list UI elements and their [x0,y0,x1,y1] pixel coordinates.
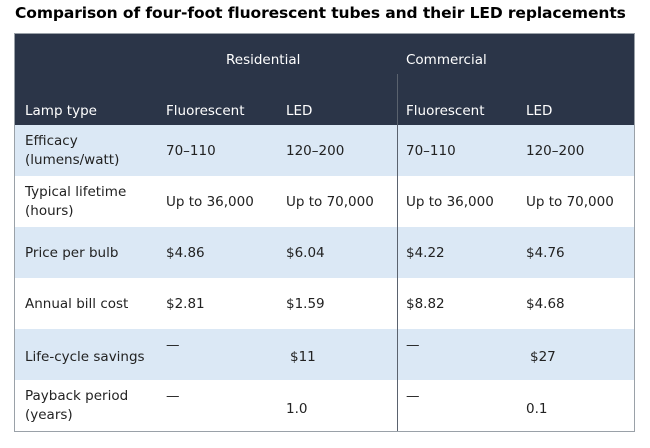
column-header-com-fluorescent: Fluorescent [406,103,485,119]
cell-res-fluorescent: — [166,388,180,404]
cell-com-led: $4.76 [526,245,565,261]
comparison-table: Residential Commercial Lamp type Fluores… [14,33,635,432]
cell-com-fluorescent: $4.22 [406,245,445,261]
row-label-line1: Payback period [25,388,129,404]
table-row-efficacy: Efficacy (lumens/watt) 70–110 120–200 70… [15,125,634,176]
row-label-line2: (lumens/watt) [25,152,120,168]
cell-com-fluorescent: — [406,388,420,404]
cell-res-led: $1.59 [286,296,325,312]
cell-res-fluorescent: Up to 36,000 [166,194,254,210]
cell-res-led: Up to 70,000 [286,194,374,210]
group-divider [397,74,398,431]
cell-com-led: $27 [530,349,556,365]
cell-res-led: 1.0 [286,401,308,417]
column-header-lamp-type: Lamp type [25,103,97,119]
cell-com-fluorescent: 70–110 [406,143,456,159]
table-row-payback-period: Payback period (years) — 1.0 — 0.1 [15,380,634,431]
table-row-price-per-bulb: Price per bulb $4.86 $6.04 $4.22 $4.76 [15,227,634,278]
cell-com-fluorescent: Up to 36,000 [406,194,494,210]
table-title: Comparison of four-foot fluorescent tube… [15,4,626,22]
row-label-line1: Efficacy [25,133,78,149]
cell-com-fluorescent: $8.82 [406,296,445,312]
column-header-com-led: LED [526,103,553,119]
cell-res-fluorescent: $4.86 [166,245,205,261]
column-header-res-fluorescent: Fluorescent [166,103,245,119]
row-label-line2: (years) [25,407,73,423]
cell-res-fluorescent: $2.81 [166,296,205,312]
cell-res-fluorescent: 70–110 [166,143,216,159]
cell-com-led: $4.68 [526,296,565,312]
cell-res-led: $11 [290,349,316,365]
table-header: Residential Commercial Lamp type Fluores… [15,34,634,125]
group-header-residential: Residential [226,52,301,68]
row-label-line1: Typical lifetime [25,184,127,200]
cell-com-led: Up to 70,000 [526,194,614,210]
cell-res-led: $6.04 [286,245,325,261]
row-label-line1: Annual bill cost [25,296,129,312]
row-label-line1: Life-cycle savings [25,349,145,365]
cell-com-led: 0.1 [526,401,548,417]
column-header-res-led: LED [286,103,313,119]
table-row-annual-bill-cost: Annual bill cost $2.81 $1.59 $8.82 $4.68 [15,278,634,329]
cell-res-fluorescent: — [166,337,180,353]
cell-com-led: 120–200 [526,143,585,159]
table-row-life-cycle-savings: Life-cycle savings — $11 — $27 [15,329,634,380]
row-label-line2: (hours) [25,203,74,219]
cell-com-fluorescent: — [406,337,420,353]
row-label-line1: Price per bulb [25,245,119,261]
cell-res-led: 120–200 [286,143,345,159]
table-row-typical-lifetime: Typical lifetime (hours) Up to 36,000 Up… [15,176,634,227]
group-header-commercial: Commercial [406,52,487,68]
